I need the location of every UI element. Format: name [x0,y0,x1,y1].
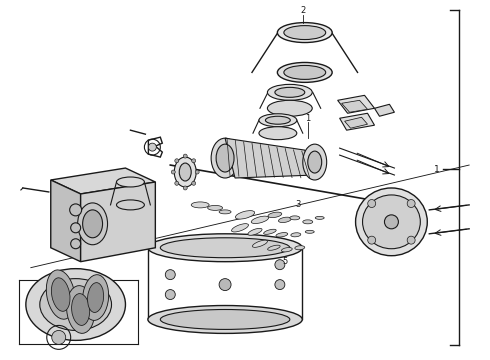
Ellipse shape [275,87,305,97]
Ellipse shape [385,215,398,229]
Circle shape [70,204,82,216]
Text: 3: 3 [295,201,300,210]
Circle shape [165,289,175,300]
Circle shape [148,143,156,151]
Ellipse shape [251,216,269,224]
Ellipse shape [277,23,332,42]
Ellipse shape [276,233,288,237]
Ellipse shape [160,238,290,258]
Circle shape [52,330,66,345]
Ellipse shape [208,206,222,210]
Ellipse shape [252,240,268,247]
Ellipse shape [117,177,145,187]
Ellipse shape [308,151,322,173]
Circle shape [192,159,196,163]
Circle shape [175,159,179,163]
Ellipse shape [26,269,125,340]
Polygon shape [342,100,368,112]
Ellipse shape [148,306,302,333]
Ellipse shape [278,217,291,222]
Ellipse shape [259,114,297,127]
Ellipse shape [266,116,290,124]
Ellipse shape [191,202,209,208]
Ellipse shape [160,310,290,329]
Ellipse shape [264,229,276,234]
Ellipse shape [174,157,196,187]
Ellipse shape [290,216,300,220]
Ellipse shape [83,210,102,238]
Text: 1: 1 [434,165,440,174]
Ellipse shape [148,234,302,262]
Circle shape [368,199,376,207]
Ellipse shape [72,294,90,325]
Ellipse shape [277,62,332,82]
Polygon shape [51,180,81,262]
Ellipse shape [211,138,239,178]
Ellipse shape [216,144,234,172]
Circle shape [275,260,285,270]
Ellipse shape [315,216,324,219]
Polygon shape [338,95,374,113]
Ellipse shape [219,210,231,214]
Circle shape [165,270,175,280]
Text: 2: 2 [300,6,305,15]
Ellipse shape [305,230,314,233]
Ellipse shape [268,245,280,250]
Ellipse shape [303,144,327,180]
Ellipse shape [67,285,95,333]
Circle shape [407,236,415,244]
Ellipse shape [284,66,326,80]
Ellipse shape [284,26,326,40]
Ellipse shape [88,283,103,312]
Ellipse shape [248,228,262,235]
Circle shape [192,181,196,185]
Ellipse shape [47,270,75,319]
Polygon shape [225,138,315,178]
Ellipse shape [268,212,282,217]
Ellipse shape [117,200,145,210]
Polygon shape [374,104,394,116]
Circle shape [275,280,285,289]
Circle shape [195,170,199,174]
Circle shape [71,239,81,249]
Ellipse shape [179,163,191,181]
Ellipse shape [268,100,312,116]
Ellipse shape [51,278,70,311]
Ellipse shape [77,203,107,245]
Text: 5: 5 [282,257,288,266]
Ellipse shape [232,224,248,232]
Ellipse shape [235,211,255,219]
Text: 1: 1 [305,114,310,123]
Ellipse shape [363,195,420,249]
Ellipse shape [356,188,427,256]
Polygon shape [344,117,368,128]
Circle shape [172,170,175,174]
Ellipse shape [82,275,109,320]
Circle shape [407,199,415,207]
Circle shape [71,223,81,233]
Circle shape [368,236,376,244]
Ellipse shape [291,233,301,237]
Circle shape [219,279,231,291]
Ellipse shape [295,246,305,250]
Ellipse shape [303,220,313,224]
Circle shape [183,186,187,190]
Ellipse shape [40,279,112,330]
Circle shape [183,154,187,158]
Polygon shape [51,168,155,194]
Circle shape [175,181,179,185]
Ellipse shape [268,84,312,100]
Ellipse shape [281,248,292,252]
Polygon shape [81,182,155,262]
Ellipse shape [259,127,297,140]
Polygon shape [340,113,374,130]
